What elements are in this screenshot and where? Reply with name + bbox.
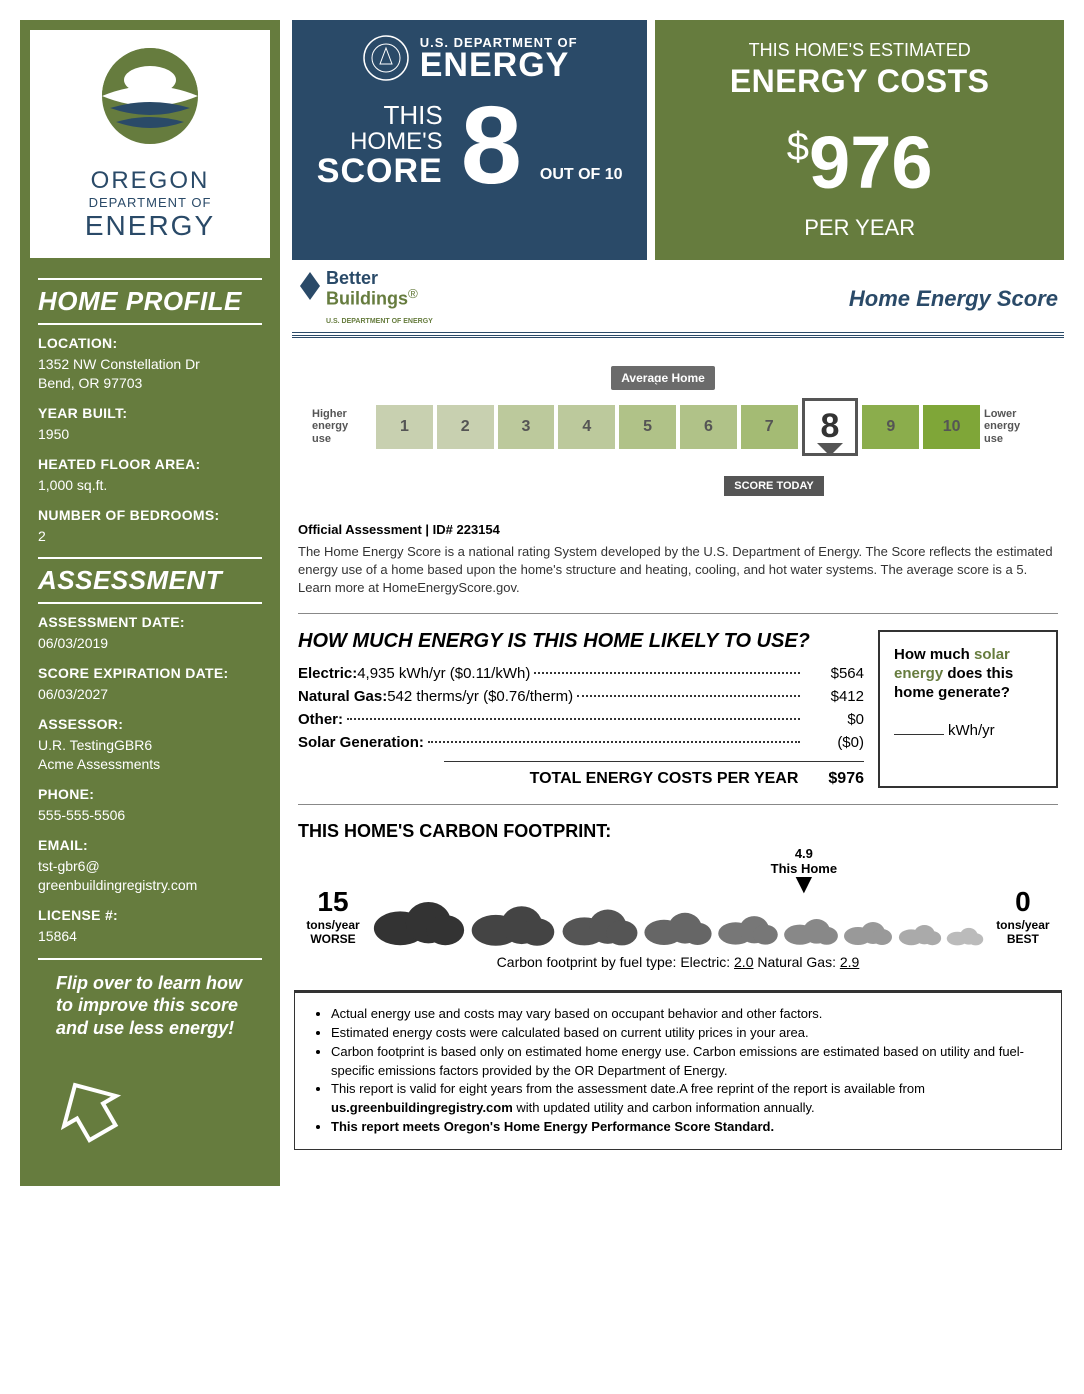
flip-arrow-icon <box>20 1051 280 1166</box>
bb-diamond-icon <box>298 270 322 302</box>
flip-over-text: Flip over to learn how to improve this s… <box>38 958 262 1052</box>
scale-cell-2: 2 <box>437 405 494 449</box>
assessment-desc: The Home Energy Score is a national rati… <box>298 543 1058 598</box>
email-value: tst-gbr6@ greenbuildingregistry.com <box>38 857 262 895</box>
carbon-chart: 4.9This Home▼ 15tons/yearWORSE <box>292 846 1064 976</box>
lower-label: Lowerenergyuse <box>984 408 1044 446</box>
scale-cell-5: 5 <box>619 405 676 449</box>
cloud-icon <box>561 898 639 946</box>
phone-value: 555-555-5506 <box>38 806 262 825</box>
score-number: 8 <box>461 102 522 190</box>
cloud-icon <box>643 902 713 946</box>
cost-panel: THIS HOME'S ESTIMATED ENERGY COSTS $976 … <box>655 20 1064 260</box>
carbon-electric: 2.0 <box>734 954 753 970</box>
license-label: LICENSE #: <box>38 907 262 923</box>
total-label: TOTAL ENERGY COSTS PER YEAR <box>530 770 799 788</box>
cost-per-year: PER YEAR <box>669 215 1050 241</box>
oregon-energy-logo-icon <box>80 46 220 156</box>
email-label: EMAIL: <box>38 837 262 853</box>
energy-use-header: HOW MUCH ENERGY IS THIS HOME LIKELY TO U… <box>298 630 864 653</box>
footnote-item: This report is valid for eight years fro… <box>331 1080 1045 1118</box>
scale-cell-10: 10 <box>923 405 980 449</box>
score-out-of: OUT OF 10 <box>540 166 623 184</box>
divider-lines <box>292 332 1064 338</box>
energy-row: Other: $0 <box>298 711 864 728</box>
footnote-item: Estimated energy costs were calculated b… <box>331 1024 1045 1043</box>
cost-header-1: THIS HOME'S ESTIMATED <box>669 40 1050 61</box>
score-homes: HOME'S <box>317 129 443 154</box>
assess-date-value: 06/03/2019 <box>38 634 262 653</box>
bedrooms-label: NUMBER OF BEDROOMS: <box>38 507 262 523</box>
assessor-label: ASSESSOR: <box>38 716 262 732</box>
bedrooms-value: 2 <box>38 527 262 546</box>
sidebar: OREGON DEPARTMENT OF ENERGY HOME PROFILE… <box>20 20 280 1186</box>
score-this: THIS <box>317 102 443 129</box>
score-today-tag: SCORE TODAY <box>724 476 824 496</box>
cloud-icon <box>783 910 839 946</box>
assess-date-label: ASSESSMENT DATE: <box>38 614 262 630</box>
area-label: HEATED FLOOR AREA: <box>38 456 262 472</box>
cloud-icon <box>470 894 556 946</box>
solar-box: How much solar energy does this home gen… <box>878 630 1058 788</box>
license-value: 15864 <box>38 927 262 946</box>
scale-cell-8: 8 <box>802 398 859 456</box>
energy-row: Electric: 4,935 kWh/yr ($0.11/kWh)$564 <box>298 665 864 682</box>
scale-cell-4: 4 <box>558 405 615 449</box>
scale-cell-7: 7 <box>741 405 798 449</box>
location-value: 1352 NW Constellation Dr Bend, OR 97703 <box>38 355 262 393</box>
main-content: U.S. DEPARTMENT OF ENERGY THIS HOME'S SC… <box>292 20 1064 1186</box>
footnotes: Actual energy use and costs may vary bas… <box>294 990 1062 1150</box>
footnote-item: Actual energy use and costs may vary bas… <box>331 1005 1045 1024</box>
higher-label: Higherenergyuse <box>312 408 372 446</box>
avg-home-tag: Average Home <box>611 366 715 390</box>
energy-row: Solar Generation: ($0) <box>298 734 864 751</box>
cost-header-2: ENERGY COSTS <box>669 63 1050 100</box>
carbon-header: THIS HOME'S CARBON FOOTPRINT: <box>298 821 1058 842</box>
cloud-icon <box>898 918 942 946</box>
scale-cell-6: 6 <box>680 405 737 449</box>
total-value: $976 <box>828 770 864 788</box>
scale-cell-1: 1 <box>376 405 433 449</box>
energy-row: Natural Gas: 542 therms/yr ($0.76/therm)… <box>298 688 864 705</box>
oregon-logo-box: OREGON DEPARTMENT OF ENERGY <box>28 28 272 260</box>
scale-cell-9: 9 <box>862 405 919 449</box>
score-word: SCORE <box>317 154 443 190</box>
footnote-item: Carbon footprint is based only on estima… <box>331 1043 1045 1081</box>
org-energy: ENERGY <box>40 210 260 242</box>
doe-seal-icon <box>362 34 410 82</box>
scale-cell-3: 3 <box>498 405 555 449</box>
score-scale: Average Home Higherenergyuse12345678910L… <box>292 346 1064 506</box>
better-buildings-logo: Better Buildings® U.S. DEPARTMENT OF ENE… <box>298 270 433 328</box>
location-label: LOCATION: <box>38 335 262 351</box>
carbon-worse: 15tons/yearWORSE <box>298 886 368 946</box>
cloud-icon <box>717 906 779 946</box>
score-panel: U.S. DEPARTMENT OF ENERGY THIS HOME'S SC… <box>292 20 647 260</box>
assessor-value: U.R. TestingGBR6 Acme Assessments <box>38 736 262 774</box>
org-dept: DEPARTMENT OF <box>40 195 260 210</box>
cloud-icon <box>946 922 984 946</box>
footnote-item: This report meets Oregon's Home Energy P… <box>331 1118 1045 1137</box>
home-profile-header: HOME PROFILE <box>38 278 262 325</box>
phone-label: PHONE: <box>38 786 262 802</box>
cost-amount: 976 <box>809 121 932 204</box>
year-built-label: YEAR BUILT: <box>38 405 262 421</box>
hes-title: Home Energy Score <box>849 286 1058 312</box>
assessment-id: Official Assessment | ID# 223154 <box>298 522 1058 537</box>
cloud-icon <box>843 914 893 946</box>
area-value: 1,000 sq.ft. <box>38 476 262 495</box>
doe-energy: ENERGY <box>420 50 578 81</box>
carbon-best: 0tons/yearBEST <box>988 886 1058 946</box>
carbon-gas: 2.9 <box>840 954 859 970</box>
cloud-icon <box>372 888 466 946</box>
exp-date-label: SCORE EXPIRATION DATE: <box>38 665 262 681</box>
exp-date-value: 06/03/2027 <box>38 685 262 704</box>
assessment-header: ASSESSMENT <box>38 557 262 604</box>
year-built-value: 1950 <box>38 425 262 444</box>
org-name: OREGON <box>40 167 260 195</box>
